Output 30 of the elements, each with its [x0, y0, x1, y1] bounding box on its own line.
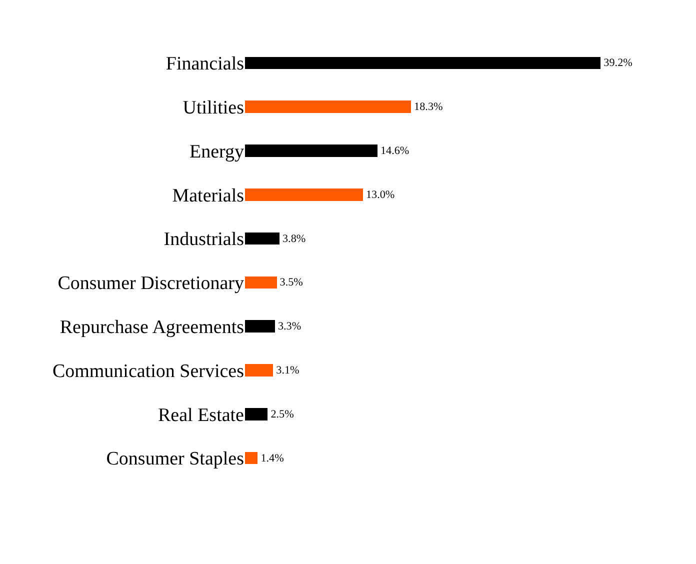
y-tick-label: Materials — [172, 185, 244, 206]
y-tick-label: Utilities — [182, 98, 244, 118]
y-tick-label: Real Estate — [158, 404, 244, 426]
bar — [245, 232, 280, 245]
y-tick-label: Industrials — [164, 229, 244, 250]
y-tick-label: Financials — [166, 54, 244, 75]
bar — [245, 408, 268, 420]
bar — [245, 276, 277, 289]
y-tick-label: Consumer Discretionary — [58, 273, 244, 294]
bar — [245, 452, 258, 464]
y-tick-label: Communication Services — [52, 360, 244, 382]
bar — [245, 56, 601, 70]
data-label: 14.6% — [380, 144, 410, 157]
data-label: 3.8% — [282, 232, 306, 245]
bar — [245, 364, 274, 376]
data-label: 39.2% — [604, 57, 632, 70]
bar — [245, 320, 275, 332]
y-tick-label: Energy — [189, 141, 244, 162]
data-label: 3.3% — [278, 320, 302, 333]
data-label: 2.5% — [270, 408, 294, 420]
y-tick-label: Repurchase Agreements — [60, 317, 244, 338]
data-label: 1.4% — [260, 452, 284, 464]
bar — [245, 188, 363, 201]
data-label: 13.0% — [366, 188, 395, 201]
data-label: 3.1% — [276, 364, 300, 376]
bar — [245, 100, 412, 113]
data-label: 3.5% — [280, 276, 303, 289]
data-label: 18.3% — [414, 101, 443, 114]
y-tick-label: Consumer Staples — [106, 448, 244, 470]
bar — [245, 144, 378, 157]
